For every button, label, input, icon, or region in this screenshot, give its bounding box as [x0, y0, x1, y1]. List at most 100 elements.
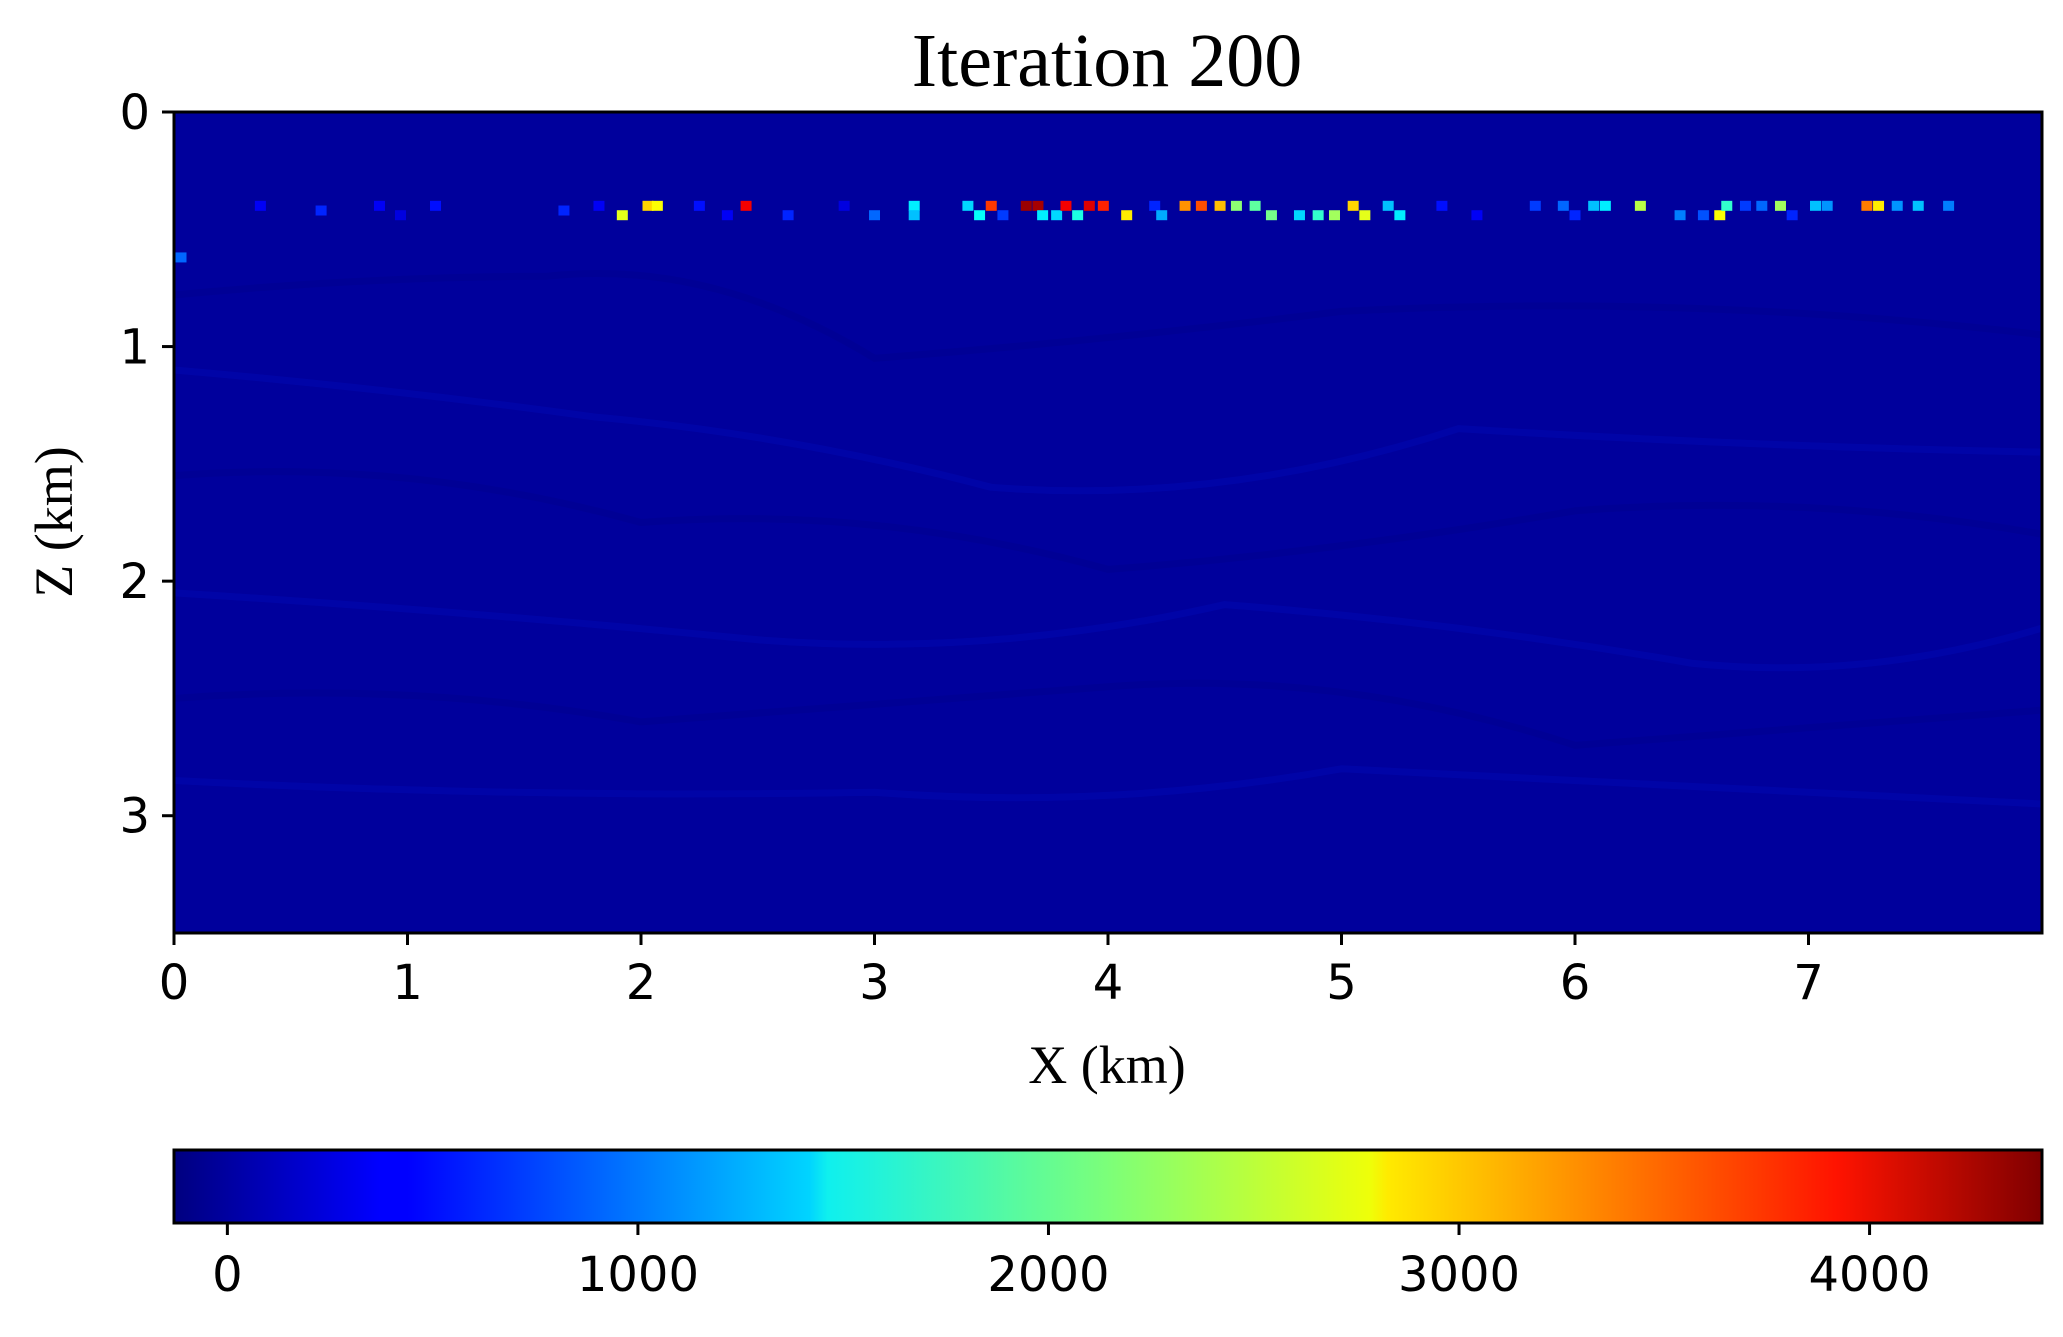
anomaly-cell [1347, 200, 1359, 211]
anomaly-cell [254, 200, 266, 211]
chart-title: Iteration 200 [912, 19, 1302, 103]
anomaly-cell [1072, 210, 1084, 221]
anomaly-cell [1195, 200, 1207, 211]
anomaly-cell [1786, 210, 1798, 221]
anomaly-cell [1588, 200, 1600, 211]
anomaly-cell [1599, 200, 1611, 211]
texture-band [173, 468, 2043, 573]
anomaly-cell [908, 200, 920, 211]
anomaly-cell [558, 205, 570, 216]
anomaly-cell [693, 200, 705, 211]
colorbar-ticks: 0 1000 2000 3000 4000 [212, 1223, 1931, 1303]
anomaly-cell [1083, 200, 1095, 211]
anomaly-cell [1051, 210, 1063, 221]
anomaly-cell [1149, 200, 1161, 211]
anomaly-cell [1060, 200, 1072, 211]
anomaly-cell [1821, 200, 1833, 211]
anomaly-cell [1382, 200, 1394, 211]
anomaly-cell [838, 200, 850, 211]
anomaly-cell [373, 200, 385, 211]
anomaly-cell [1569, 210, 1581, 221]
x-tick-label: 0 [159, 955, 190, 1011]
anomaly-cell [315, 205, 327, 216]
anomaly-cell [593, 200, 605, 211]
anomaly-cell [1121, 210, 1133, 221]
y-tick-label: 3 [119, 789, 150, 845]
anomaly-cell [1674, 210, 1686, 221]
anomaly-cell [1037, 210, 1049, 221]
anomaly-cell [1230, 200, 1242, 211]
colorbar-tick-label: 2000 [987, 1247, 1109, 1303]
anomaly-cell [616, 210, 628, 221]
texture-band [173, 366, 2043, 495]
x-axis-label: X (km) [1028, 1035, 1185, 1095]
colorbar-tick-label: 4000 [1808, 1247, 1930, 1303]
anomaly-cell [1529, 200, 1541, 211]
anomaly-cell [1891, 200, 1903, 211]
anomaly-cell [1739, 200, 1751, 211]
anomaly-cell [997, 210, 1009, 221]
anomaly-cell [394, 210, 406, 221]
colorbar-tick-label: 3000 [1398, 1247, 1520, 1303]
anomaly-cell [1873, 200, 1885, 211]
field-background [174, 112, 2042, 933]
anomaly-cell [782, 210, 794, 221]
y-tick-label: 2 [119, 554, 150, 610]
anomaly-cell [651, 200, 663, 211]
y-axis: 0 1 2 3 [119, 85, 174, 845]
anomaly-cell [1359, 210, 1371, 221]
anomaly-cell [1020, 200, 1032, 211]
anomaly-cell [1557, 200, 1569, 211]
anomaly-cell [1097, 200, 1109, 211]
colorbar: 0 1000 2000 3000 4000 [172, 1148, 2044, 1303]
x-tick-label: 7 [1793, 955, 1824, 1011]
x-tick-label: 5 [1326, 955, 1357, 1011]
anomaly-cell [974, 210, 986, 221]
y-axis-label: Z (km) [24, 446, 84, 597]
x-tick-label: 6 [1560, 955, 1591, 1011]
anomaly-cell [962, 200, 974, 211]
x-tick-label: 2 [626, 955, 657, 1011]
anomaly-cell [740, 200, 752, 211]
anomaly-cell [1156, 210, 1168, 221]
x-tick-label: 3 [859, 955, 890, 1011]
anomaly-cell [1714, 210, 1726, 221]
texture-band [173, 765, 2043, 808]
anomaly-cell [721, 210, 733, 221]
x-tick-label: 1 [392, 955, 423, 1011]
colorbar-tick-label: 0 [212, 1247, 243, 1303]
anomaly-cell [430, 200, 442, 211]
anomaly-cell [869, 210, 880, 221]
anomaly-cell [1697, 210, 1709, 221]
anomaly-cell [1912, 200, 1924, 211]
x-tick-label: 4 [1093, 955, 1124, 1011]
anomaly-cell [175, 252, 187, 263]
anomaly-cell [1312, 210, 1324, 221]
anomaly-cell [1179, 200, 1191, 211]
colorbar-tick-label: 1000 [577, 1247, 699, 1303]
colorbar-gradient [172, 1148, 2044, 1225]
y-tick-label: 0 [119, 85, 150, 141]
texture-band [173, 269, 2043, 362]
plot-area [172, 110, 2044, 935]
anomaly-cell [642, 200, 654, 211]
x-axis: 0 1 2 3 4 5 6 7 [159, 933, 1824, 1011]
anomaly-cell [1293, 210, 1305, 221]
anomaly-cell [1861, 200, 1873, 211]
anomaly-cell [1214, 200, 1226, 211]
texture-band [173, 679, 2043, 749]
anomaly-cell [1265, 210, 1277, 221]
y-tick-label: 1 [119, 320, 150, 376]
anomaly-cell [908, 210, 920, 221]
anomaly-cell [1943, 200, 1955, 211]
anomaly-cell [1721, 200, 1733, 211]
field-texture [173, 269, 2044, 808]
anomaly-cell [1436, 200, 1448, 211]
anomaly-cells [175, 200, 1955, 263]
anomaly-cell [1774, 200, 1786, 211]
anomaly-cell [1634, 200, 1646, 211]
anomaly-cell [1810, 200, 1822, 211]
anomaly-cell [1249, 200, 1261, 211]
anomaly-cell [1394, 210, 1406, 221]
